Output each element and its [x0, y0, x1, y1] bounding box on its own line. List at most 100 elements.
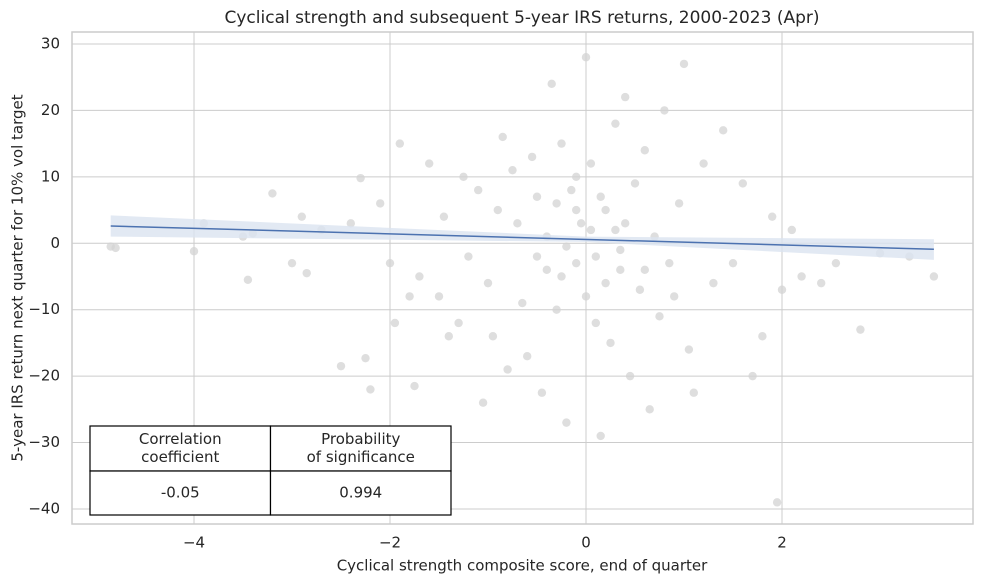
- point: [488, 332, 498, 341]
- point: [689, 388, 699, 397]
- point: [287, 258, 297, 268]
- point: [777, 285, 787, 294]
- point: [679, 59, 689, 69]
- point: [601, 205, 610, 215]
- y-tick-label: 30: [41, 34, 60, 52]
- point: [532, 252, 542, 261]
- point: [758, 332, 767, 341]
- point: [625, 371, 635, 381]
- point: [748, 371, 757, 381]
- point: [405, 292, 414, 301]
- x-tick-label: −2: [379, 534, 401, 552]
- point: [576, 219, 586, 228]
- x-tick-label: −4: [183, 534, 205, 552]
- point: [508, 165, 517, 175]
- point: [297, 212, 307, 221]
- point: [728, 258, 738, 268]
- point: [527, 152, 537, 162]
- point: [665, 258, 674, 268]
- point: [772, 498, 782, 507]
- y-tick-label: 0: [50, 234, 60, 252]
- point: [581, 53, 591, 62]
- point: [366, 385, 375, 394]
- point: [552, 305, 561, 314]
- point: [621, 219, 630, 228]
- point: [591, 318, 601, 328]
- point: [542, 265, 552, 275]
- table-value: 0.994: [339, 484, 382, 502]
- y-tick-label: −30: [28, 433, 60, 451]
- point: [655, 312, 664, 321]
- point: [361, 353, 370, 363]
- point: [630, 179, 640, 188]
- point: [640, 146, 650, 155]
- point: [572, 205, 581, 215]
- point: [674, 199, 684, 208]
- point: [601, 278, 610, 288]
- point: [346, 219, 356, 228]
- table-header: Probability of significance: [307, 430, 415, 466]
- point: [493, 205, 503, 215]
- point: [645, 405, 654, 414]
- point: [611, 119, 620, 128]
- point: [336, 361, 346, 371]
- point: [586, 159, 596, 168]
- x-tick-label: 0: [581, 534, 591, 552]
- point: [415, 272, 424, 281]
- regression-line: [110, 225, 934, 250]
- point: [929, 272, 939, 281]
- point: [459, 172, 468, 182]
- point: [616, 245, 625, 255]
- point: [537, 388, 547, 397]
- point: [591, 252, 601, 261]
- point: [797, 272, 806, 281]
- point: [474, 185, 483, 195]
- point: [787, 225, 797, 235]
- stats-table: Correlation coefficient -0.05 Probability of…: [89, 425, 452, 516]
- point: [562, 242, 571, 251]
- point: [684, 345, 694, 354]
- table-header: Correlation coefficient: [139, 430, 222, 466]
- point: [621, 92, 630, 102]
- point: [831, 258, 841, 268]
- y-tick-label: −20: [28, 367, 60, 385]
- point: [586, 225, 596, 235]
- point: [557, 272, 566, 281]
- point: [425, 159, 434, 168]
- point: [738, 179, 748, 188]
- point: [572, 258, 581, 268]
- table-value: -0.05: [161, 484, 200, 502]
- point: [719, 126, 728, 135]
- point: [670, 292, 679, 301]
- point: [464, 252, 473, 261]
- point: [768, 212, 777, 221]
- point: [243, 275, 253, 284]
- point: [616, 265, 625, 275]
- point: [410, 381, 419, 391]
- table-cell: [269, 470, 452, 516]
- point: [552, 199, 561, 208]
- point: [562, 418, 571, 427]
- point: [454, 318, 463, 328]
- point: [434, 292, 444, 301]
- y-tick-label: 10: [41, 167, 60, 185]
- point: [503, 365, 512, 374]
- point: [385, 258, 395, 268]
- regression: [110, 215, 934, 260]
- point: [376, 199, 385, 208]
- point: [660, 106, 669, 115]
- chart-title: Cyclical strength and subsequent 5-year …: [225, 8, 820, 28]
- point: [513, 219, 522, 228]
- x-axis-label: Cyclical strength composite score, end o…: [337, 557, 708, 575]
- point: [478, 398, 488, 407]
- point: [356, 173, 365, 183]
- point: [856, 325, 865, 334]
- point: [390, 318, 400, 328]
- point: [268, 189, 277, 198]
- point: [523, 351, 532, 361]
- table-cell: [269, 425, 452, 472]
- point: [699, 159, 708, 168]
- point: [606, 338, 615, 348]
- point: [189, 247, 199, 256]
